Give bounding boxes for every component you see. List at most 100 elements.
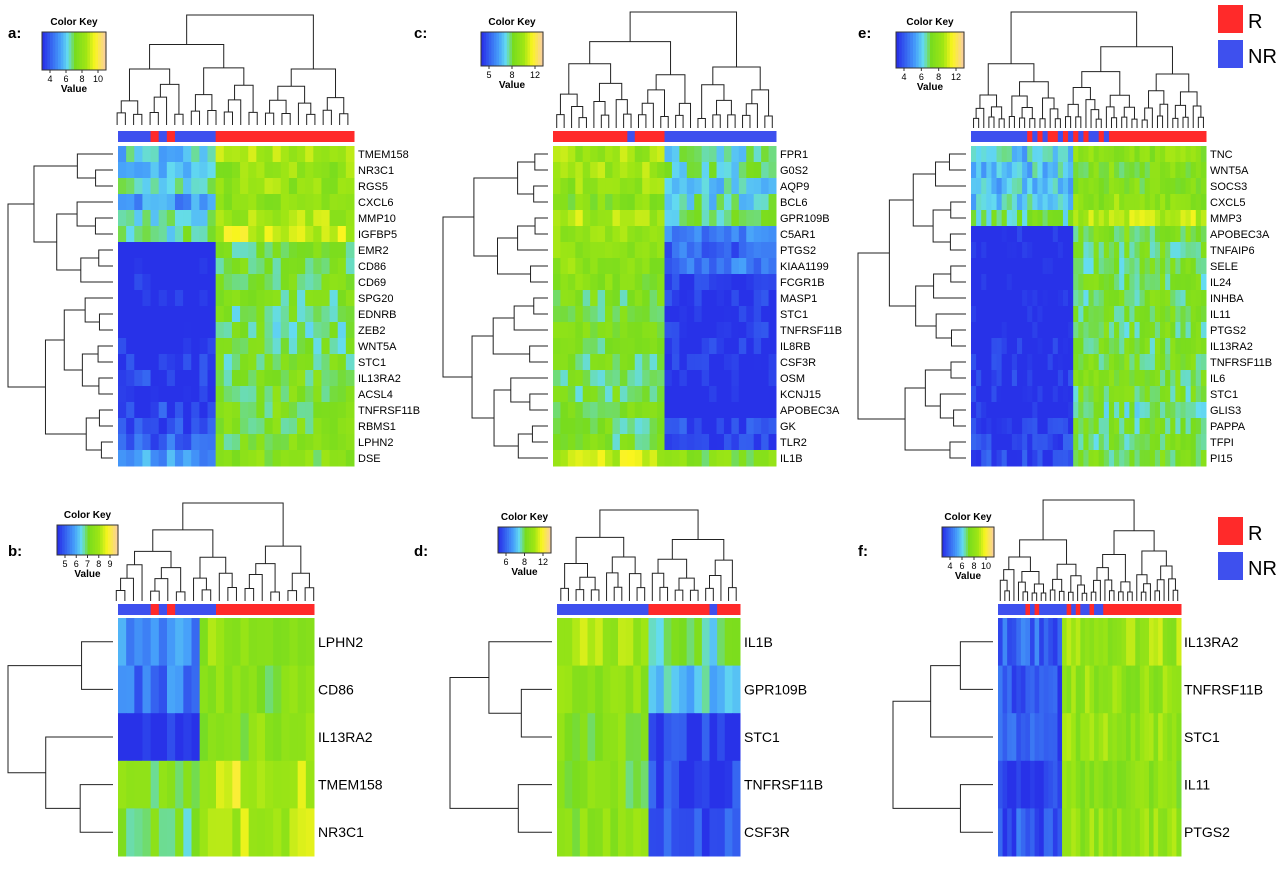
heatmap-cell [305,146,314,163]
heatmap-cell [746,450,755,467]
heatmap-cell [605,290,613,307]
heatmap-cell [1098,290,1105,307]
heatmap-cell [321,402,331,419]
heatmap-cell [1088,194,1095,211]
heatmap-cell [1144,146,1151,163]
heatmap-cell [256,338,265,355]
heatmap-cell [1030,713,1036,762]
heatmap-cell [1062,338,1069,355]
heatmap-cell [231,402,241,419]
heatmap-cell [215,210,225,227]
heatmap-cell [199,162,209,179]
heatmap-cell [590,258,599,275]
group-bar-cell [686,131,695,142]
heatmap-cell [753,450,762,467]
color-key-cell [502,527,506,553]
heatmap-cell [1149,306,1156,323]
heatmap-cell [991,434,998,451]
heatmap-cell [231,274,241,291]
heatmap-cell [738,274,747,291]
heatmap-cell [207,370,217,387]
col-dendro-branch-12 [1052,578,1063,592]
heatmap-cell [746,434,755,451]
color-key-cell [987,527,991,557]
heatmap-cell [215,418,225,435]
heatmap-cell [1190,338,1197,355]
heatmap-cell [183,178,192,195]
heatmap-cell [1180,226,1187,243]
heatmap-cell [1108,210,1115,227]
heatmap-cell [240,146,249,163]
heatmap-cell [1139,178,1146,195]
heatmap-cell [280,162,290,179]
heatmap-cell [272,162,282,179]
heatmap-cell [664,162,673,179]
heatmap-cell [1129,242,1135,259]
heatmap-cell [1160,450,1166,467]
heatmap-cell [321,418,331,435]
heatmap-cell [126,258,135,275]
heatmap-cell [183,210,192,227]
heatmap-cell [597,290,606,307]
heatmap-cell [746,402,755,419]
heatmap-cell [602,760,611,809]
group-bar-cell [321,131,331,142]
heatmap-cell [118,242,127,259]
row-label: IL11 [1184,777,1210,793]
heatmap-cell [1139,242,1146,259]
heatmap-cell [1130,713,1136,762]
row-dendro-branch-1 [79,784,113,833]
heatmap-cell [142,370,152,387]
heatmap-cell [717,618,726,667]
color-key-cell [959,527,963,557]
heatmap-cell [1190,418,1197,435]
heatmap-cell [1011,354,1018,371]
heatmap-cell [158,178,168,195]
heatmap-cell [694,370,703,387]
heatmap-cell [605,418,613,435]
heatmap-cell [191,618,201,667]
heatmap-cell [1032,434,1038,451]
heatmap-cell [582,178,591,195]
heatmap-cell [1175,450,1181,467]
heatmap-cell [731,434,740,451]
heatmap-cell [1001,306,1008,323]
heatmap-cell [1052,322,1059,339]
heatmap-cell [746,274,755,291]
heatmap-cell [991,226,998,243]
heatmap-cell [996,226,1003,243]
heatmap-cell [1057,713,1063,762]
heatmap-cell [118,162,127,179]
heatmap-cell [1124,386,1130,403]
heatmap-cell [1134,370,1141,387]
heatmap-cell [1200,370,1207,387]
heatmap-cell [590,162,599,179]
heatmap-cell [1016,418,1023,435]
heatmap-cell [1022,290,1028,307]
heatmap-cell [572,713,581,762]
heatmap-cell [321,210,331,227]
heatmap-cell [1129,290,1135,307]
heatmap-cell [265,808,274,857]
heatmap-cell [231,242,241,259]
color-key-cell [112,525,117,555]
heatmap-cell [1108,322,1115,339]
heatmap-cell [1098,618,1104,667]
heatmap-cell [1062,258,1069,275]
heatmap-cell [694,808,703,857]
heatmap-cell [732,618,741,667]
heatmap-cell [612,418,621,435]
heatmap-cell [709,402,718,419]
row-label: CD69 [358,277,386,289]
heatmap-cell [971,210,977,227]
col-dendro-branch-11 [1058,590,1065,601]
group-bar-cell [1144,604,1150,615]
color-key-cell [481,32,485,66]
heatmap-cell [575,434,584,451]
heatmap-cell [199,450,209,467]
heatmap-cell [575,162,584,179]
col-dendro-branch-3 [1022,591,1029,601]
heatmap-cell [1129,450,1135,467]
heatmap-cell [768,226,777,243]
heatmap-cell [288,306,298,323]
